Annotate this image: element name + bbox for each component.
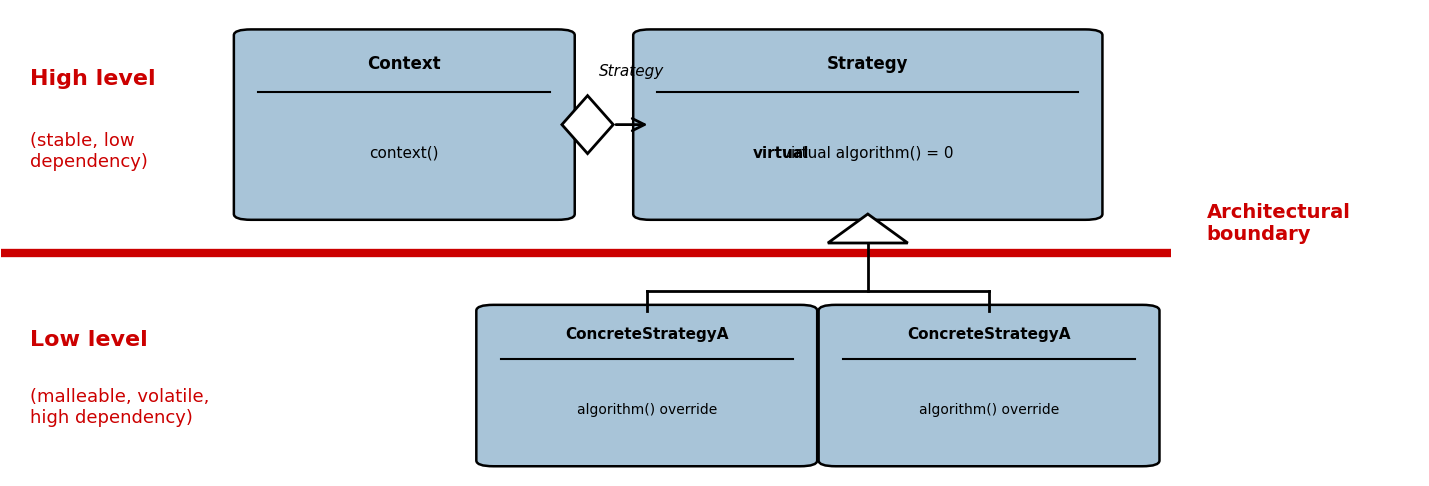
FancyBboxPatch shape [819, 305, 1159, 466]
Polygon shape [827, 214, 907, 243]
Polygon shape [562, 96, 613, 154]
FancyBboxPatch shape [234, 30, 574, 220]
Text: ConcreteStrategyA: ConcreteStrategyA [907, 327, 1070, 342]
FancyBboxPatch shape [633, 30, 1102, 220]
Text: (malleable, volatile,
high dependency): (malleable, volatile, high dependency) [30, 388, 209, 427]
Text: Architectural
boundary: Architectural boundary [1206, 203, 1350, 244]
Text: virtual: virtual [753, 146, 809, 161]
Text: algorithm() override: algorithm() override [577, 402, 717, 417]
Text: Low level: Low level [30, 330, 147, 349]
Text: ConcreteStrategyA: ConcreteStrategyA [564, 327, 729, 342]
Text: High level: High level [30, 69, 156, 89]
Text: (stable, low
dependency): (stable, low dependency) [30, 132, 147, 171]
Text: virtual algorithm() = 0: virtual algorithm() = 0 [782, 146, 953, 161]
FancyBboxPatch shape [476, 305, 817, 466]
Text: Strategy: Strategy [827, 55, 909, 73]
Text: Strategy: Strategy [599, 64, 664, 79]
Text: Context: Context [367, 55, 442, 73]
Text: algorithm() override: algorithm() override [919, 402, 1059, 417]
Text: context(): context() [370, 146, 439, 161]
